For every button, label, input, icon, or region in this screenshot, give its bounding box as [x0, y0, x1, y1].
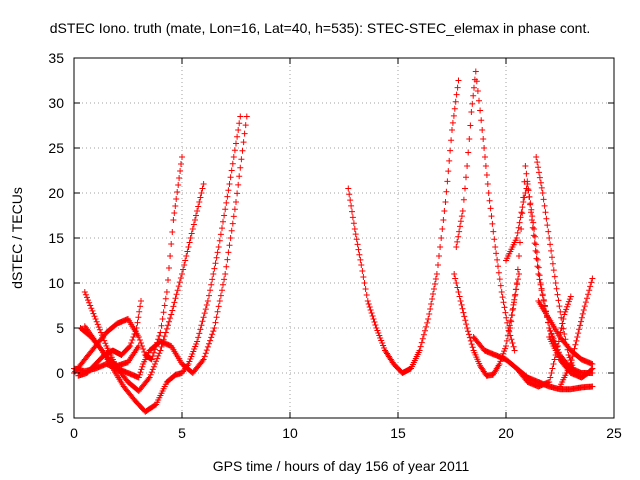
y-axis-label: dSTEC / TECUs: [9, 187, 25, 289]
data-series: [451, 271, 522, 379]
series-markers: [77, 113, 244, 415]
data-series: [513, 293, 574, 390]
y-tick-label: 5: [56, 320, 64, 336]
data-series: [470, 334, 596, 393]
series-markers: [451, 271, 522, 379]
x-tick-label: 15: [390, 425, 406, 441]
series-markers: [81, 323, 142, 369]
series-markers: [81, 181, 207, 394]
series-markers: [470, 334, 596, 393]
data-series: [535, 298, 596, 367]
y-tick-label: 25: [48, 140, 64, 156]
series-markers: [546, 334, 596, 381]
y-tick-label: 15: [48, 230, 64, 246]
x-tick-label: 20: [498, 425, 514, 441]
series-markers: [535, 298, 596, 367]
x-axis-label: GPS time / hours of day 156 of year 2011: [213, 458, 470, 474]
y-tick-label: 30: [48, 95, 64, 111]
x-tick-label: 10: [282, 425, 298, 441]
data-series: [81, 181, 207, 394]
x-tick-label: 25: [606, 425, 622, 441]
data-series: [345, 77, 462, 376]
data-series: [81, 323, 142, 369]
data-series: [77, 113, 244, 415]
y-tick-label: 0: [56, 365, 64, 381]
data-series: [546, 334, 596, 381]
y-tick-label: 20: [48, 185, 64, 201]
y-tick-label: 10: [48, 275, 64, 291]
chart-title: dSTEC Iono. truth (mate, Lon=16, Lat=40,…: [50, 20, 590, 36]
data-points: [71, 68, 596, 415]
y-tick-label: -5: [52, 410, 65, 426]
x-tick-label: 0: [70, 425, 78, 441]
series-markers: [513, 293, 574, 390]
y-tick-label: 35: [48, 50, 64, 66]
series-markers: [345, 77, 462, 376]
x-tick-label: 5: [178, 425, 186, 441]
axis-ticks: 0 5 10 15 20 25 -5 0 5 10 15 20 25 30 35: [48, 50, 622, 441]
